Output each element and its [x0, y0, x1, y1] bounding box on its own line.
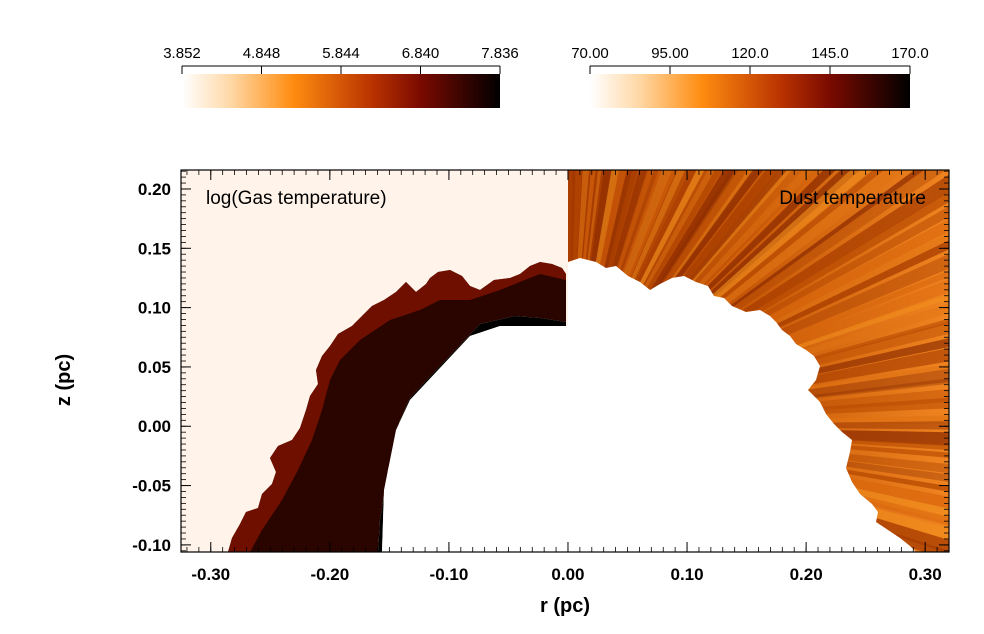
- gas-temperature-colorbar: [182, 74, 500, 108]
- y-axis-title: z (pc): [53, 354, 75, 406]
- colorbar-tick-label: 4.848: [243, 45, 281, 62]
- dust-panel-label: Dust temperature: [779, 188, 926, 209]
- colorbar-tick-label: 5.844: [322, 45, 360, 62]
- dust-ray: [568, 397, 949, 425]
- x-axis-title: r (pc): [540, 595, 590, 617]
- colorbar-tick-label: 170.0: [891, 45, 929, 62]
- colorbar-tick-label: 70.00: [571, 45, 609, 62]
- colorbar-tick-label: 145.0: [811, 45, 849, 62]
- y-tick-label: -0.10: [132, 536, 171, 555]
- y-tick-label: 0.05: [138, 358, 171, 377]
- colorbar-tick-label: 120.0: [731, 45, 769, 62]
- dust-ray: [568, 170, 573, 425]
- x-tick-label: 0.20: [790, 565, 823, 584]
- dust-cavity: [568, 258, 916, 552]
- plot-area: [181, 170, 949, 552]
- y-tick-label: 0.10: [138, 299, 171, 318]
- colorbar-tick-label: 7.836: [481, 45, 519, 62]
- colorbar-tick-label: 95.00: [651, 45, 689, 62]
- colorbar-tick-label: 6.840: [402, 45, 440, 62]
- x-tick-label: -0.10: [430, 565, 469, 584]
- axis-ticks: -0.30 -0.20 -0.10 0.00 0.10 0.20 0.30 -0.10 -0.0…: [132, 170, 949, 584]
- y-tick-label: -0.05: [132, 477, 171, 496]
- gas-shell-dark: [228, 262, 566, 552]
- x-tick-label: 0.10: [670, 565, 703, 584]
- y-tick-label: 0.00: [138, 417, 171, 436]
- colorbars: 3.852 4.848 5.844 6.840 7.836 70.00 95.00 120.0…: [163, 45, 929, 108]
- y-tick-label: 0.15: [138, 239, 171, 258]
- dust-ray: [568, 253, 949, 425]
- gas-cavity: [382, 326, 568, 552]
- y-tick-label: 0.20: [138, 180, 171, 199]
- gas-shell-edge: [228, 262, 566, 552]
- dust-temperature-colorbar: [590, 74, 910, 108]
- colorbar-tick-label: 3.852: [163, 45, 201, 62]
- x-tick-label: -0.30: [191, 565, 230, 584]
- x-tick-label: 0.30: [909, 565, 942, 584]
- x-tick-label: -0.20: [310, 565, 349, 584]
- gas-panel-label: log(Gas temperature): [206, 188, 387, 209]
- x-tick-label: 0.00: [551, 565, 584, 584]
